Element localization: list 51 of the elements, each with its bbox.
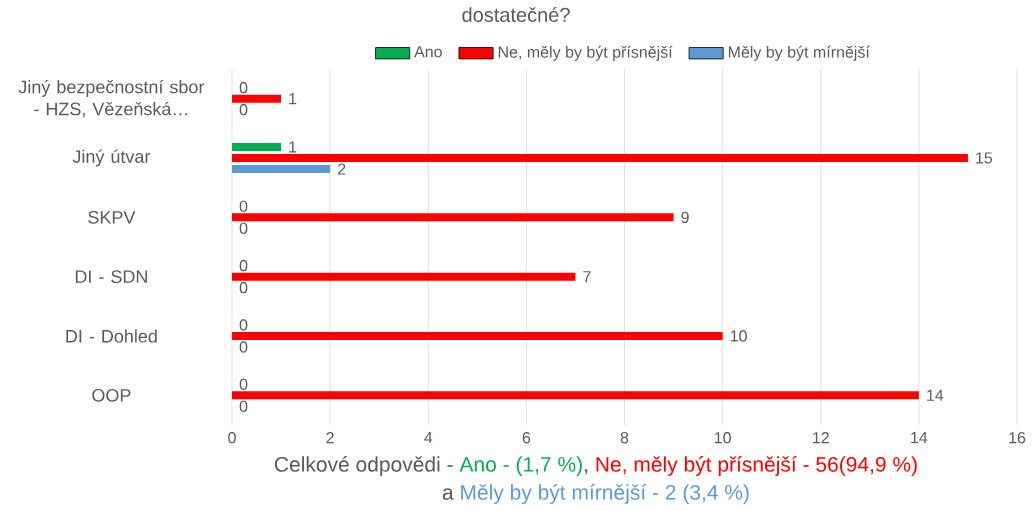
y-tick-label: Jiný útvar bbox=[72, 149, 151, 167]
text: Měly by být mírnější - 2 (3,4 %) bbox=[461, 484, 749, 504]
bar bbox=[232, 165, 331, 173]
data-label: 0 bbox=[239, 341, 248, 353]
data-label: 14 bbox=[927, 389, 944, 401]
data-label: 0 bbox=[239, 260, 248, 272]
data-label: 0 bbox=[239, 282, 248, 294]
bar bbox=[232, 391, 919, 400]
data-label: 0 bbox=[239, 222, 248, 234]
data-label: 7 bbox=[583, 271, 591, 283]
x-tick-label: 6 bbox=[522, 432, 531, 444]
data-label: 0 bbox=[239, 319, 248, 331]
chart-title: dostatečné? bbox=[462, 7, 570, 22]
bar bbox=[232, 143, 282, 152]
bar bbox=[232, 94, 282, 103]
x-tick-label: 4 bbox=[424, 432, 433, 444]
text: Celkové odpovědi - bbox=[274, 456, 453, 476]
data-label: 0 bbox=[239, 104, 248, 116]
x-tick-label: 14 bbox=[911, 432, 928, 444]
data-label: 9 bbox=[681, 211, 689, 223]
y-tick-label: Jiný bezpečnostní sbor - HZS, Vězeňská… bbox=[18, 79, 205, 118]
data-label: 10 bbox=[730, 330, 747, 342]
x-tick-label: 2 bbox=[326, 432, 334, 444]
data-label: 0 bbox=[239, 400, 248, 412]
data-label: 0 bbox=[239, 378, 248, 390]
y-tick-label: OOP bbox=[92, 388, 131, 402]
legend-label: Měly by být mírnější bbox=[728, 45, 870, 61]
y-tick-label: SKPV bbox=[88, 210, 136, 224]
data-label: 1 bbox=[289, 141, 297, 153]
bar bbox=[232, 154, 968, 163]
text: Ne, měly být přísnější - 56(94,9 %) bbox=[596, 456, 917, 476]
data-label: 0 bbox=[239, 82, 248, 94]
bar bbox=[232, 332, 723, 340]
data-label: 1 bbox=[289, 93, 297, 105]
bar bbox=[232, 213, 674, 222]
text: , bbox=[585, 469, 588, 475]
x-tick-label: 10 bbox=[714, 432, 731, 444]
x-tick-label: 12 bbox=[813, 432, 829, 444]
x-tick-label: 16 bbox=[1009, 432, 1026, 444]
y-tick-label: DI - SDN bbox=[75, 270, 147, 284]
text: a bbox=[442, 488, 454, 500]
data-label: 15 bbox=[976, 152, 993, 164]
y-tick-label: DI - Dohled bbox=[66, 329, 157, 343]
legend-label: Ne, měly by být přísnější bbox=[498, 45, 673, 61]
text: Ano - (1,7 %) bbox=[459, 456, 582, 476]
x-tick-label: 8 bbox=[620, 432, 629, 444]
data-label: 0 bbox=[239, 200, 248, 212]
x-tick-label: 0 bbox=[228, 432, 236, 444]
data-label: 2 bbox=[338, 163, 346, 175]
legend-label: Ano bbox=[414, 46, 442, 58]
bar bbox=[232, 272, 576, 281]
